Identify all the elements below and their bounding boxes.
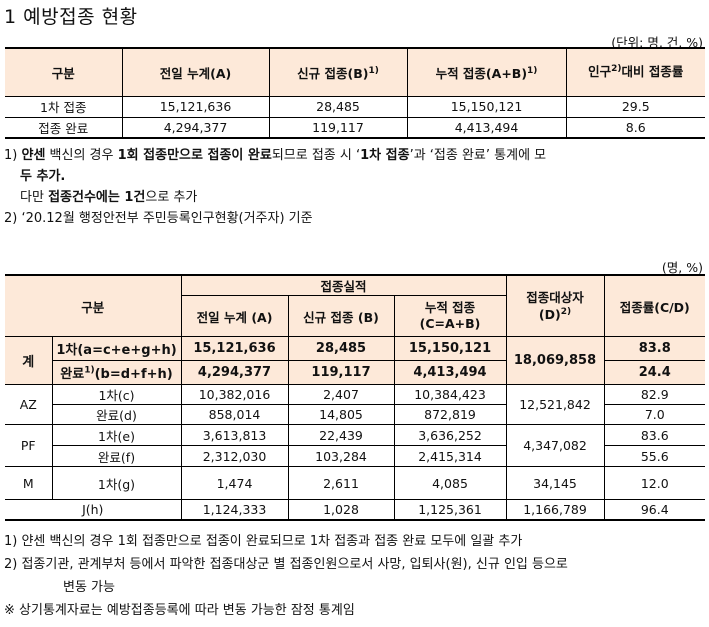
m-target: 34,145 xyxy=(505,466,605,500)
j-label: J(h) xyxy=(5,499,182,521)
row-cumulative: 4,413,494 xyxy=(406,116,567,139)
footnote-1: 1) 얀센 백신의 경우 1회 접종만으로 접종이 완료되므로 접종 시 ‘1차… xyxy=(4,148,547,163)
detail-header-row-1: 구분 접종실적 접종대상자 (D)2) 접종률(C/D) xyxy=(5,274,706,337)
az-first-new: 2,407 xyxy=(287,384,395,405)
summary-table: 구분 전일 누계(A) 신규 접종(B)1) 누적 접종(A+B)1) 인구2)… xyxy=(5,47,705,139)
header-category: 구분 xyxy=(5,47,123,97)
row-category: 접종 완료 xyxy=(5,116,123,139)
header-ratio: 인구2)대비 접종률 xyxy=(565,47,705,97)
m-label: M xyxy=(5,466,53,500)
az-complete-rate: 7.0 xyxy=(603,404,706,425)
table-row: 접종 완료 4,294,377 119,117 4,413,494 8.6 xyxy=(5,116,705,139)
m-first-cum: 4,085 xyxy=(393,466,507,500)
table1-unit: (단위: 명, 건, %) xyxy=(611,35,703,50)
table-row: 1차 접종 15,121,636 28,485 15,150,121 29.5 xyxy=(5,95,705,118)
pf-first-prev: 3,613,813 xyxy=(180,424,289,446)
footnote-2: 2) 접종기관, 관계부처 등에서 파악한 접종대상군 별 접종인원으로서 사망… xyxy=(4,557,568,572)
table-row: 완료(f) 2,312,030 103,284 2,415,314 55.6 xyxy=(5,445,706,467)
m-rate: 12.0 xyxy=(603,466,706,500)
header-category: 구분 xyxy=(5,274,182,337)
az-complete-cum: 872,819 xyxy=(393,404,507,425)
total-complete-new: 119,117 xyxy=(287,360,395,385)
footnote-2-cont: 변동 가능 xyxy=(63,580,115,595)
row-prev-total: 4,294,377 xyxy=(121,116,270,139)
total-label: 계 xyxy=(5,336,53,385)
total-first-prev: 15,121,636 xyxy=(180,336,289,361)
footnote-1: 1) 얀센 백신의 경우 1회 접종만으로 접종이 완료되므로 1차 접종과 접… xyxy=(4,534,523,549)
az-complete-prev: 858,014 xyxy=(180,404,289,425)
pf-complete-cum: 2,415,314 xyxy=(393,445,507,467)
az-label: AZ xyxy=(5,384,53,425)
table-row: AZ 1차(c) 10,382,016 2,407 10,384,423 12,… xyxy=(5,384,706,425)
row-cumulative: 15,150,121 xyxy=(406,95,567,118)
total-first-cum: 15,150,121 xyxy=(393,336,507,361)
total-complete-rate: 24.4 xyxy=(603,360,706,385)
az-complete-label: 완료(d) xyxy=(52,404,182,425)
az-first-cum: 10,384,423 xyxy=(393,384,507,405)
total-first-rate: 83.8 xyxy=(603,336,706,361)
j-target: 1,166,789 xyxy=(505,499,605,521)
pf-first-rate: 83.6 xyxy=(603,424,706,446)
pf-target: 4,347,082 xyxy=(505,424,605,467)
row-ratio: 29.5 xyxy=(565,95,705,118)
summary-header-row: 구분 전일 누계(A) 신규 접종(B)1) 누적 접종(A+B)1) 인구2)… xyxy=(5,47,705,97)
footnote-2: 2) ‘20.12월 행정안전부 주민등록인구현황(거주자) 기준 xyxy=(4,211,313,226)
row-ratio: 8.6 xyxy=(565,116,705,139)
header-performance: 접종실적 xyxy=(180,274,507,296)
header-target: 접종대상자 (D)2) xyxy=(505,274,605,337)
row-new: 28,485 xyxy=(268,95,408,118)
total-complete-prev: 4,294,377 xyxy=(180,360,289,385)
detail-table: 구분 접종실적 접종대상자 (D)2) 접종률(C/D) 전일 누계 (A) 신규… xyxy=(5,274,706,521)
header-cumulative: 누적 접종 (C=A+B) xyxy=(393,295,507,337)
m-first-label: 1차(g) xyxy=(51,466,182,500)
footnote-1-cont: 두 추가. xyxy=(20,169,66,184)
az-first-label: 1차(c) xyxy=(51,384,182,405)
az-first-rate: 82.9 xyxy=(603,384,706,405)
header-new: 신규 접종(B)1) xyxy=(268,47,408,97)
row-category: 1차 접종 xyxy=(5,95,123,118)
page-title: 1 예방접종 현황 xyxy=(4,6,138,28)
pf-first-new: 22,439 xyxy=(287,424,395,446)
table-row: 계 1차(a=c+e+g+h) 15,121,636 28,485 15,150… xyxy=(5,336,706,385)
row-new: 119,117 xyxy=(268,116,408,139)
pf-first-label: 1차(e) xyxy=(51,424,182,446)
pf-complete-new: 103,284 xyxy=(287,445,395,467)
pf-complete-rate: 55.6 xyxy=(603,445,706,467)
pf-label: PF xyxy=(5,424,53,467)
j-cum: 1,125,361 xyxy=(393,499,507,521)
row-prev-total: 15,121,636 xyxy=(121,95,270,118)
header-cumulative: 누적 접종(A+B)1) xyxy=(406,47,567,97)
az-target: 12,521,842 xyxy=(505,384,605,425)
table-row: 완료1)(b=d+f+h) 4,294,377 119,117 4,413,49… xyxy=(5,360,706,385)
pf-first-cum: 3,636,252 xyxy=(393,424,507,446)
j-prev: 1,124,333 xyxy=(180,499,289,521)
table-row: 완료(d) 858,014 14,805 872,819 7.0 xyxy=(5,404,706,425)
az-first-prev: 10,382,016 xyxy=(180,384,289,405)
table-row: PF 1차(e) 3,613,813 22,439 3,636,252 4,34… xyxy=(5,424,706,467)
table-row: J(h) 1,124,333 1,028 1,125,361 1,166,789… xyxy=(5,499,706,521)
j-rate: 96.4 xyxy=(603,499,706,521)
header-new: 신규 접종 (B) xyxy=(287,295,395,337)
az-complete-new: 14,805 xyxy=(287,404,395,425)
table2-unit: (명, %) xyxy=(661,260,703,275)
footnote-1-extra: 다만 접종건수에는 1건으로 추가 xyxy=(20,190,198,205)
table-row: M 1차(g) 1,474 2,611 4,085 34,145 12.0 xyxy=(5,466,706,500)
header-prev-total: 전일 누계(A) xyxy=(121,47,270,97)
pf-complete-prev: 2,312,030 xyxy=(180,445,289,467)
total-first-new: 28,485 xyxy=(287,336,395,361)
m-first-new: 2,611 xyxy=(287,466,395,500)
total-target: 18,069,858 xyxy=(505,336,605,385)
total-complete-cum: 4,413,494 xyxy=(393,360,507,385)
m-first-prev: 1,474 xyxy=(180,466,289,500)
total-complete-label: 완료1)(b=d+f+h) xyxy=(52,360,182,385)
detail-footnotes: 1) 얀센 백신의 경우 1회 접종만으로 접종이 완료되므로 1차 접종과 접… xyxy=(4,530,568,622)
j-new: 1,028 xyxy=(287,499,395,521)
header-rate: 접종률(C/D) xyxy=(603,274,706,337)
footnote-notice: ※ 상기통계자료는 예방접종등록에 따라 변동 가능한 잠정 통계임 xyxy=(4,603,355,618)
total-first-label: 1차(a=c+e+g+h) xyxy=(51,336,182,361)
header-prev-total: 전일 누계 (A) xyxy=(181,295,289,337)
summary-footnotes: 1) 얀센 백신의 경우 1회 접종만으로 접종이 완료되므로 접종 시 ‘1차… xyxy=(4,145,546,229)
pf-complete-label: 완료(f) xyxy=(52,445,182,467)
